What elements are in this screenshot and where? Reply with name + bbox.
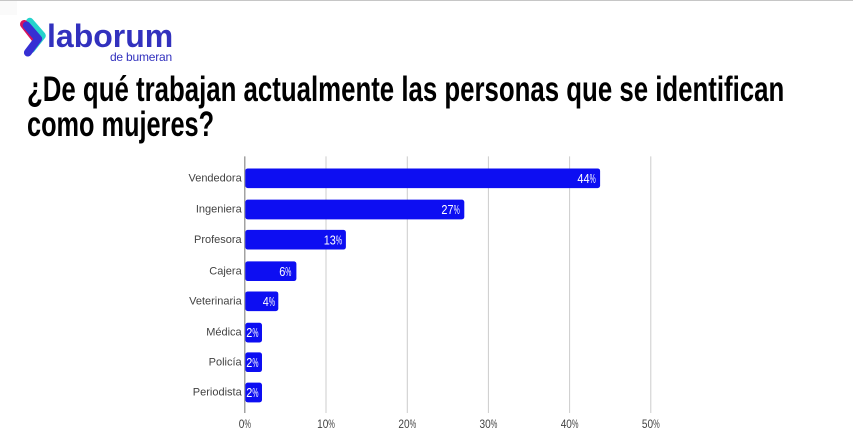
svg-text:Periodista: Periodista [193, 387, 243, 399]
svg-text:%: % [252, 357, 258, 371]
svg-text:%: % [572, 418, 579, 431]
svg-text:%: % [269, 296, 275, 310]
svg-text:Profesora: Profesora [194, 234, 243, 246]
svg-text:20: 20 [398, 418, 409, 431]
svg-text:44: 44 [577, 171, 589, 186]
svg-text:2: 2 [246, 385, 252, 400]
svg-text:40: 40 [561, 418, 572, 431]
svg-text:Cajera: Cajera [209, 265, 242, 277]
svg-text:Policía: Policía [209, 356, 243, 368]
svg-text:27: 27 [441, 202, 453, 217]
svg-text:50: 50 [642, 418, 653, 431]
svg-text:Médica: Médica [206, 327, 242, 339]
svg-text:10: 10 [317, 418, 328, 431]
svg-text:%: % [653, 418, 660, 431]
svg-text:2: 2 [246, 355, 252, 370]
svg-text:%: % [285, 266, 291, 280]
svg-text:Vendedora: Vendedora [188, 172, 242, 184]
svg-text:2: 2 [246, 325, 252, 340]
svg-text:%: % [410, 418, 417, 431]
svg-text:%: % [454, 204, 460, 218]
svg-text:%: % [491, 418, 498, 431]
svg-text:%: % [244, 418, 251, 431]
svg-text:%: % [336, 234, 342, 248]
svg-text:%: % [590, 173, 596, 187]
svg-text:6: 6 [279, 264, 285, 279]
svg-text:Veterinaria: Veterinaria [189, 295, 242, 307]
svg-text:%: % [328, 418, 335, 431]
svg-text:%: % [252, 327, 258, 341]
svg-text:%: % [252, 387, 258, 401]
svg-text:Ingeniera: Ingeniera [196, 204, 243, 216]
svg-text:0: 0 [239, 418, 245, 431]
svg-text:13: 13 [324, 232, 336, 247]
svg-text:4: 4 [263, 294, 269, 309]
svg-text:30: 30 [480, 418, 491, 431]
